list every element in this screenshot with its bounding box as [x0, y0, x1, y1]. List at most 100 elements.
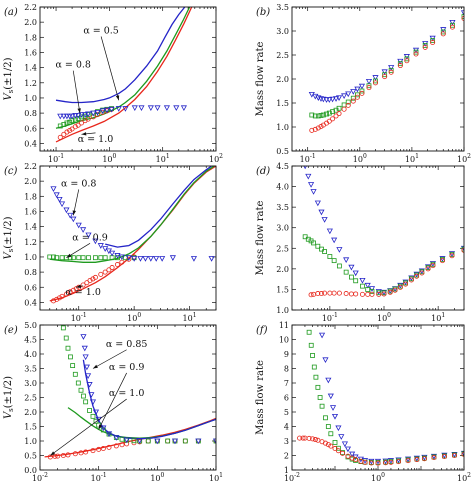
marker-square: [353, 278, 359, 284]
marker-square: [93, 255, 98, 261]
marker-circle: [341, 106, 347, 112]
marker-circle: [67, 128, 73, 134]
marker-triangle: [365, 79, 373, 85]
marker-circle: [57, 134, 63, 140]
y-axis-label: Mass flow rate: [255, 42, 266, 117]
y-tick-label: 1.4: [24, 223, 37, 232]
marker-circle: [449, 24, 455, 30]
marker-square: [317, 395, 323, 400]
marker-circle: [365, 291, 371, 297]
marker-square: [102, 255, 108, 261]
marker-circle: [69, 126, 75, 132]
plot-area: [47, 166, 216, 304]
marker-triangle: [341, 93, 348, 100]
marker-square: [369, 289, 375, 294]
marker-triangle: [307, 182, 315, 188]
marker-triangle: [86, 382, 93, 388]
marker-circle: [362, 459, 368, 465]
panel-label: (a): [4, 7, 18, 18]
marker-square: [323, 415, 328, 421]
marker-square: [324, 111, 329, 117]
x-tick-label: 10-1: [322, 312, 338, 323]
marker-triangle: [131, 105, 138, 112]
axes-frame: [291, 324, 465, 471]
series-line-green: [49, 166, 215, 263]
marker-triangle: [81, 112, 89, 118]
y-tick-label: 1.5: [276, 285, 289, 294]
y-tick-label: 4.5: [276, 162, 289, 171]
marker-square: [80, 255, 86, 261]
y-tick-label: 1.5: [24, 423, 37, 432]
marker-triangle: [115, 106, 122, 112]
marker-circle: [336, 290, 342, 296]
marker-circle: [430, 40, 436, 46]
marker-circle: [392, 287, 398, 293]
marker-square: [422, 43, 428, 48]
annotation-label: α = 0.9: [109, 362, 145, 373]
y-tick-label: 0.6: [24, 283, 37, 292]
marker-circle: [326, 118, 332, 124]
minor-ticks: [291, 7, 465, 151]
marker-triangle: [335, 95, 343, 101]
marker-circle: [381, 291, 387, 297]
y-axis-label: Vs(±1/2): [3, 57, 15, 100]
marker-square: [320, 112, 326, 118]
panel-a: 10-1 100 101 102 0.4 0.6 0.8 1.0 1.2 1.4 1.6 1.8 2.0…: [3, 3, 223, 164]
marker-square: [349, 274, 354, 280]
marker-square: [440, 29, 446, 35]
marker-circle: [90, 276, 96, 282]
x-tick-label: 10-1: [71, 312, 87, 323]
marker-square: [75, 116, 81, 121]
marker-triangle: [136, 438, 143, 444]
marker-triangle: [57, 113, 64, 120]
y-tick-label: 0.8: [24, 109, 37, 118]
marker-circle: [353, 457, 359, 463]
marker-triangle: [92, 409, 100, 416]
marker-triangle: [70, 216, 77, 223]
marker-circle: [322, 440, 328, 446]
arrow-head: [81, 132, 87, 136]
arrow-head: [72, 210, 76, 216]
marker-triangle: [138, 105, 145, 112]
y-tick-label: 3.0: [276, 27, 289, 36]
y-tick-label: 1.0: [24, 437, 37, 446]
y-tick-label: 9: [284, 350, 289, 359]
y-tick-label: 2.0: [24, 18, 37, 27]
y-tick-label: 1.0: [24, 94, 37, 103]
marker-circle: [54, 296, 60, 302]
marker-triangle: [163, 105, 170, 112]
marker-square: [93, 418, 99, 424]
marker-square: [319, 403, 325, 409]
marker-triangle: [53, 192, 60, 199]
marker-square: [355, 92, 360, 98]
marker-circle: [64, 129, 70, 135]
marker-circle: [47, 454, 53, 460]
marker-square: [430, 38, 436, 43]
y-tick-label: 0.4: [24, 298, 37, 307]
y-tick-label: 1.0: [24, 253, 37, 262]
marker-triangle: [171, 438, 179, 445]
marker-circle: [70, 287, 76, 293]
marker-triangle: [190, 256, 198, 262]
y-tick-label: 5.0: [24, 321, 37, 330]
y-tick-label: 10: [279, 336, 289, 345]
marker-circle: [348, 291, 354, 297]
marker-square: [87, 408, 92, 413]
marker-triangle: [58, 201, 66, 208]
y-tick-label: 3: [284, 437, 289, 446]
y-tick-label: 2.2: [24, 162, 37, 171]
arrow-head: [115, 95, 120, 101]
plot-area: [302, 166, 464, 298]
marker-triangle: [88, 392, 95, 398]
marker-circle: [310, 436, 316, 442]
marker-square: [345, 99, 351, 105]
marker-square: [59, 255, 65, 261]
marker-circle: [359, 90, 365, 96]
panel-label: (e): [4, 325, 18, 336]
marker-circle: [322, 290, 328, 296]
marker-circle: [382, 74, 388, 80]
marker-triangle: [332, 96, 340, 102]
marker-circle: [78, 120, 84, 126]
x-tick-label: 102: [209, 153, 223, 164]
